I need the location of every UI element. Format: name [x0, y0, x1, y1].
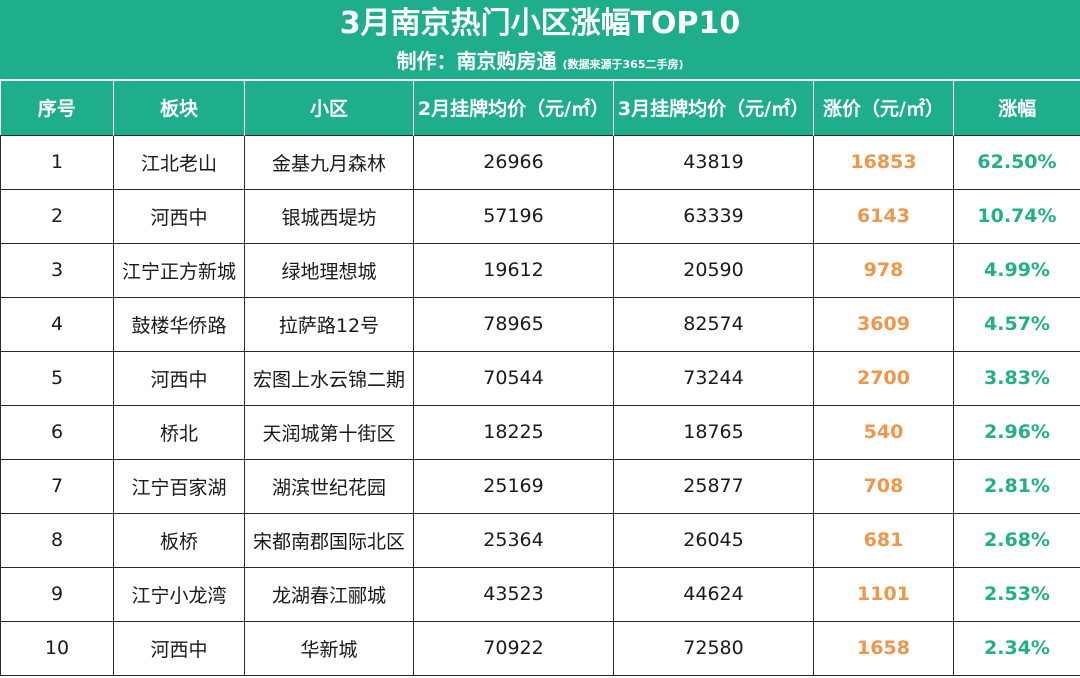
cell-pct: 4.99% — [953, 242, 1080, 298]
title-banner: 3月南京热门小区涨幅TOP10 制作：南京购房通 (数据来源于365二手房) — [0, 0, 1080, 80]
source-note: (数据来源于365二手房) — [562, 58, 684, 71]
cell-area: 鼓楼华侨路 — [113, 296, 245, 352]
cell-index: 2 — [0, 188, 114, 244]
table-row: 7 江宁百家湖 湖滨世纪花园 25169 25877 708 2.81% — [0, 458, 1080, 514]
cell-feb-price: 70544 — [413, 350, 614, 406]
cell-rise: 1101 — [813, 566, 954, 622]
header-area: 板块 — [113, 81, 245, 135]
cell-feb-price: 78965 — [413, 296, 614, 352]
table-row: 3 江宁正方新城 绿地理想城 19612 20590 978 4.99% — [0, 242, 1080, 298]
cell-area: 河西中 — [113, 188, 245, 244]
cell-index: 9 — [0, 566, 114, 622]
cell-rise: 3609 — [813, 296, 954, 352]
cell-area: 板桥 — [113, 512, 245, 568]
cell-feb-price: 19612 — [413, 242, 614, 298]
cell-index: 6 — [0, 404, 114, 460]
cell-pct: 62.50% — [953, 134, 1080, 190]
cell-community: 华新城 — [244, 620, 414, 676]
cell-rise: 708 — [813, 458, 954, 514]
cell-mar-price: 44624 — [613, 566, 814, 622]
cell-community: 绿地理想城 — [244, 242, 414, 298]
cell-area: 河西中 — [113, 350, 245, 406]
cell-community: 银城西堤坊 — [244, 188, 414, 244]
cell-mar-price: 82574 — [613, 296, 814, 352]
cell-rise: 540 — [813, 404, 954, 460]
cell-pct: 2.81% — [953, 458, 1080, 514]
table-row: 2 河西中 银城西堤坊 57196 63339 6143 10.74% — [0, 188, 1080, 244]
header-feb-price: 2月挂牌均价（元/㎡） — [413, 81, 614, 135]
cell-community: 湖滨世纪花园 — [244, 458, 414, 514]
cell-feb-price: 70922 — [413, 620, 614, 676]
header-community: 小区 — [244, 81, 414, 135]
header-rise: 涨价（元/㎡） — [813, 81, 954, 135]
table-row: 9 江宁小龙湾 龙湖春江郦城 43523 44624 1101 2.53% — [0, 566, 1080, 622]
cell-feb-price: 26966 — [413, 134, 614, 190]
table-row: 6 桥北 天润城第十街区 18225 18765 540 2.96% — [0, 404, 1080, 460]
cell-index: 3 — [0, 242, 114, 298]
cell-mar-price: 25877 — [613, 458, 814, 514]
cell-pct: 2.96% — [953, 404, 1080, 460]
cell-pct: 3.83% — [953, 350, 1080, 406]
chart-title: 3月南京热门小区涨幅TOP10 — [339, 6, 741, 41]
cell-area: 江宁正方新城 — [113, 242, 245, 298]
cell-rise: 681 — [813, 512, 954, 568]
cell-index: 8 — [0, 512, 114, 568]
cell-community: 龙湖春江郦城 — [244, 566, 414, 622]
cell-rise: 6143 — [813, 188, 954, 244]
maker-label: 制作：南京购房通 — [396, 49, 557, 73]
cell-index: 7 — [0, 458, 114, 514]
header-index: 序号 — [0, 81, 114, 135]
cell-feb-price: 18225 — [413, 404, 614, 460]
cell-feb-price: 25364 — [413, 512, 614, 568]
cell-community: 金基九月森林 — [244, 134, 414, 190]
cell-rise: 16853 — [813, 134, 954, 190]
cell-feb-price: 25169 — [413, 458, 614, 514]
cell-feb-price: 57196 — [413, 188, 614, 244]
cell-rise: 1658 — [813, 620, 954, 676]
cell-mar-price: 63339 — [613, 188, 814, 244]
cell-area: 江宁小龙湾 — [113, 566, 245, 622]
cell-community: 拉萨路12号 — [244, 296, 414, 352]
cell-community: 宋都南郡国际北区 — [244, 512, 414, 568]
table-header-row: 序号 板块 小区 2月挂牌均价（元/㎡） 3月挂牌均价（元/㎡） 涨价（元/㎡） 涨幅 — [0, 81, 1080, 135]
cell-area: 江宁百家湖 — [113, 458, 245, 514]
cell-mar-price: 18765 — [613, 404, 814, 460]
cell-area: 江北老山 — [113, 134, 245, 190]
cell-community: 天润城第十街区 — [244, 404, 414, 460]
table-row: 5 河西中 宏图上水云锦二期 70544 73244 2700 3.83% — [0, 350, 1080, 406]
cell-rise: 2700 — [813, 350, 954, 406]
cell-pct: 2.68% — [953, 512, 1080, 568]
cell-pct: 2.53% — [953, 566, 1080, 622]
cell-area: 桥北 — [113, 404, 245, 460]
cell-index: 1 — [0, 134, 114, 190]
cell-index: 5 — [0, 350, 114, 406]
header-mar-price: 3月挂牌均价（元/㎡） — [613, 81, 814, 135]
cell-area: 河西中 — [113, 620, 245, 676]
cell-pct: 4.57% — [953, 296, 1080, 352]
cell-mar-price: 26045 — [613, 512, 814, 568]
cell-community: 宏图上水云锦二期 — [244, 350, 414, 406]
cell-mar-price: 43819 — [613, 134, 814, 190]
table-row: 10 河西中 华新城 70922 72580 1658 2.34% — [0, 620, 1080, 676]
cell-pct: 10.74% — [953, 188, 1080, 244]
cell-mar-price: 20590 — [613, 242, 814, 298]
cell-pct: 2.34% — [953, 620, 1080, 676]
table-row: 4 鼓楼华侨路 拉萨路12号 78965 82574 3609 4.57% — [0, 296, 1080, 352]
cell-mar-price: 72580 — [613, 620, 814, 676]
subtitle: 制作：南京购房通 (数据来源于365二手房) — [0, 47, 1080, 79]
cell-index: 4 — [0, 296, 114, 352]
cell-index: 10 — [0, 620, 114, 676]
cell-rise: 978 — [813, 242, 954, 298]
table-body: 1 江北老山 金基九月森林 26966 43819 16853 62.50% 2 河西中 银城西堤… — [0, 134, 1080, 676]
header-pct: 涨幅 — [953, 81, 1080, 135]
table-row: 1 江北老山 金基九月森林 26966 43819 16853 62.50% — [0, 134, 1080, 190]
cell-mar-price: 73244 — [613, 350, 814, 406]
cell-feb-price: 43523 — [413, 566, 614, 622]
table-row: 8 板桥 宋都南郡国际北区 25364 26045 681 2.68% — [0, 512, 1080, 568]
